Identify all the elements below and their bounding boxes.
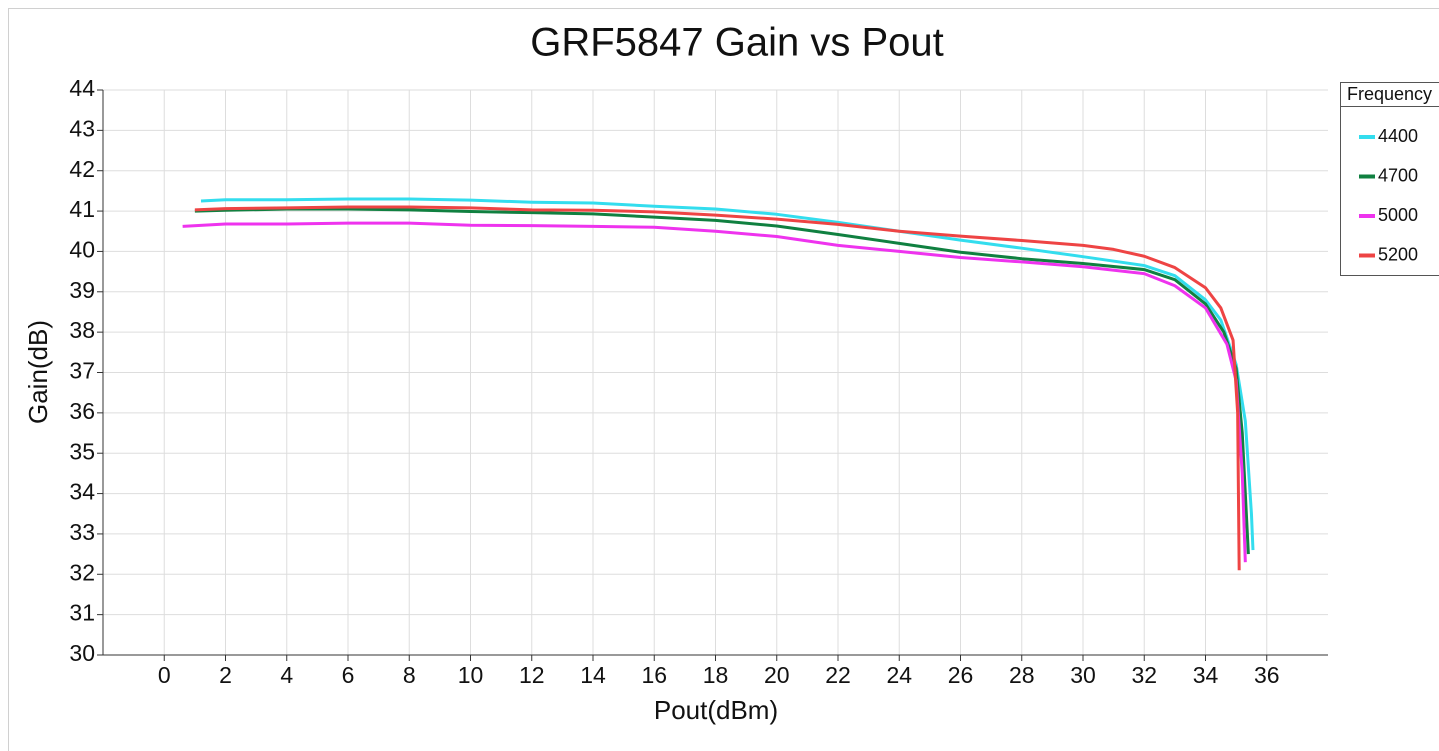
chart-title: GRF5847 Gain vs Pout [530,21,944,65]
y-tick-label: 40 [69,237,95,263]
y-tick-label: 38 [69,317,95,343]
series-line [194,205,1241,571]
x-tick-label: 28 [1009,662,1035,688]
y-axis-label: Gain(dB) [23,320,53,424]
y-tick-label: 39 [69,277,95,303]
x-tick-label: 4 [280,662,293,688]
legend-box [1340,82,1439,276]
x-tick-label: 16 [641,662,667,688]
y-tick-label: 43 [69,115,95,141]
x-tick-label: 24 [886,662,912,688]
series-line [182,221,1247,563]
legend-label: 4400 [1378,126,1418,146]
y-tick-label: 32 [69,559,95,585]
y-tick-label: 35 [69,438,95,464]
x-tick-label: 2 [219,662,232,688]
y-tick-label: 44 [69,75,95,101]
x-tick-label: 26 [948,662,974,688]
y-tick-label: 31 [69,600,95,626]
y-tick-label: 33 [69,519,95,545]
x-tick-label: 30 [1070,662,1096,688]
y-tick-label: 42 [69,156,95,182]
legend-label: 4700 [1378,165,1418,185]
x-tick-label: 12 [519,662,545,688]
x-tick-label: 8 [403,662,416,688]
legend-label: 5000 [1378,205,1418,225]
x-tick-label: 10 [458,662,484,688]
x-axis-label: Pout(dBm) [654,695,778,725]
legend-title: Frequency [1347,84,1432,104]
x-tick-label: 20 [764,662,790,688]
y-tick-label: 34 [69,479,95,505]
x-tick-label: 14 [580,662,606,688]
series-line [194,207,1250,555]
x-tick-label: 36 [1254,662,1280,688]
legend: Frequency 4400 4700 5000 5200 [1340,82,1439,276]
y-tick-label: 36 [69,398,95,424]
x-tick-label: 0 [158,662,171,688]
frame [8,8,1439,751]
x-tick-label: 34 [1193,662,1219,688]
y-tick-label: 30 [69,640,95,666]
legend-label: 5200 [1378,244,1418,264]
x-tick-label: 22 [825,662,851,688]
y-tick-label: 41 [69,196,95,222]
x-tick-label: 32 [1131,662,1157,688]
x-tick-label: 6 [342,662,355,688]
y-tick-label: 37 [69,358,95,384]
x-tick-label: 18 [703,662,729,688]
